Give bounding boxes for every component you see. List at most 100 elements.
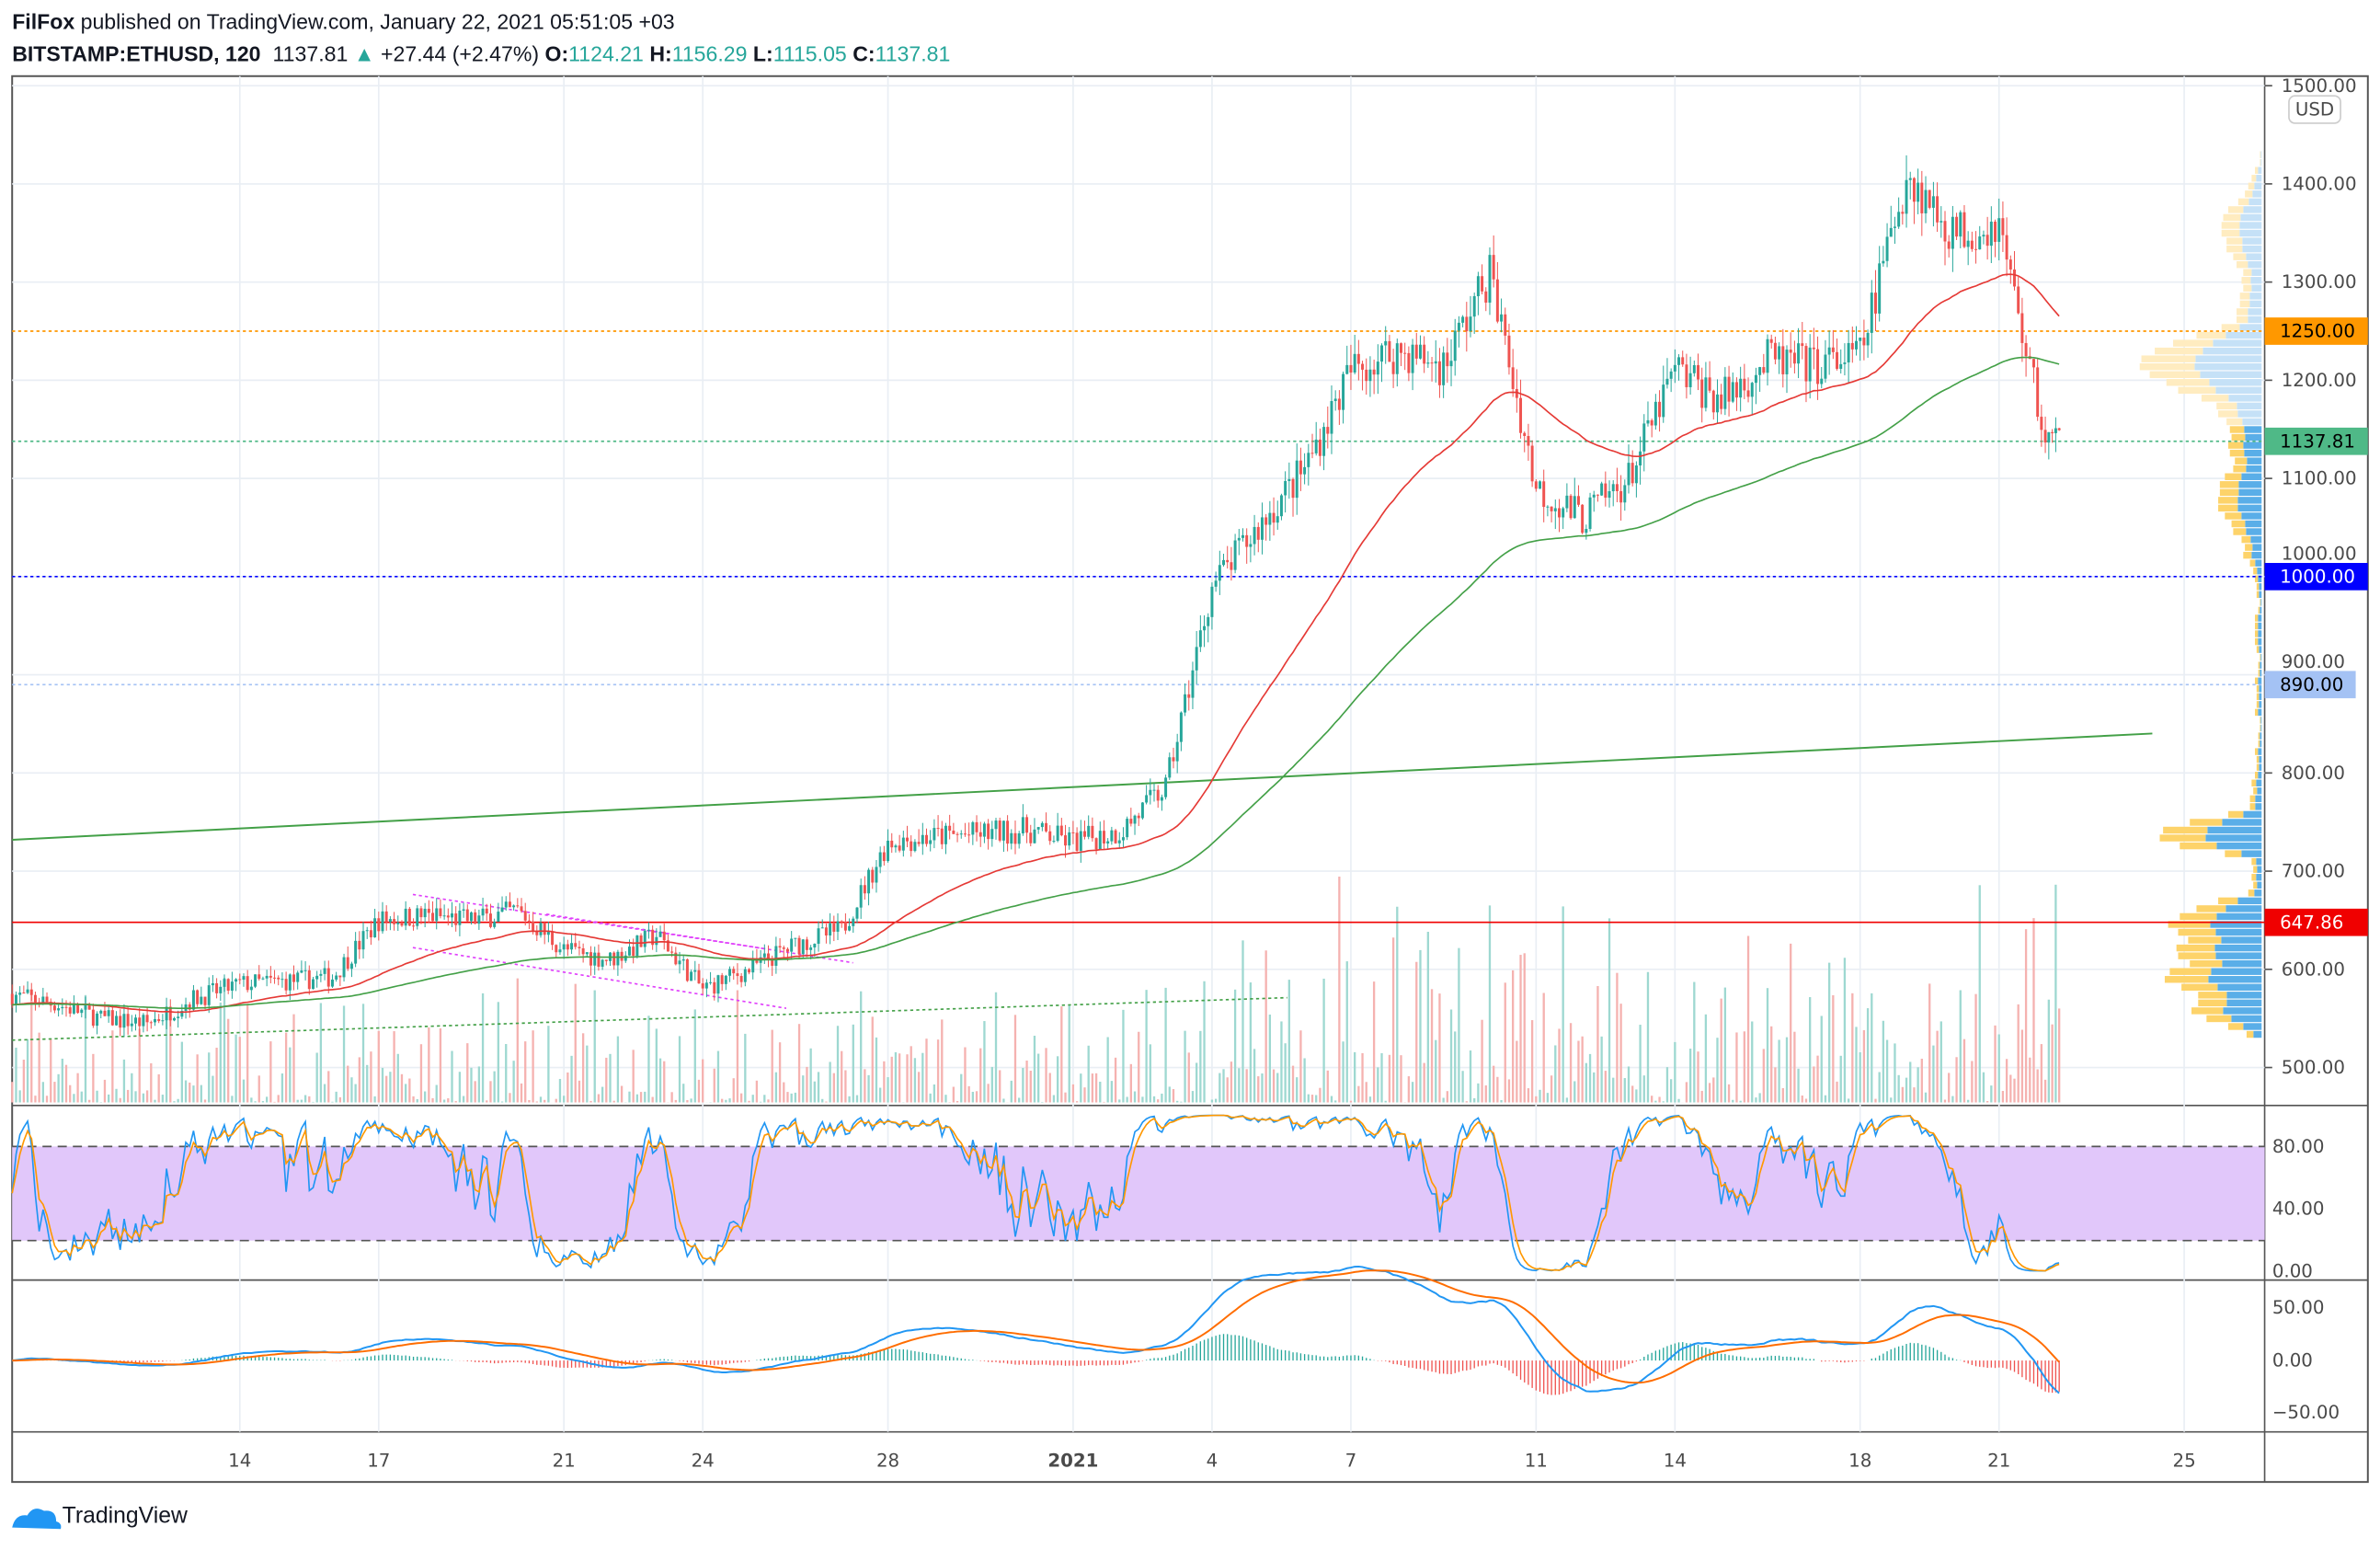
- price-tag-label: 1250.00: [2280, 321, 2355, 342]
- volume-bar: [2017, 1004, 2020, 1103]
- candle-body: [64, 1006, 68, 1008]
- volume-bar: [1296, 1077, 1299, 1103]
- volume-bar: [405, 1084, 407, 1103]
- volume-bar: [778, 1042, 782, 1103]
- volume-bar: [1087, 1045, 1090, 1103]
- candle-body: [1688, 373, 1692, 387]
- candle-body: [1769, 338, 1773, 343]
- channel-bottom[interactable]: [412, 947, 787, 1009]
- profile-up: [2254, 889, 2262, 897]
- candle-body: [1878, 263, 1882, 314]
- candle-body: [361, 931, 365, 950]
- volume-bar: [11, 1082, 14, 1103]
- candle-body: [1376, 361, 1379, 375]
- volume-bar: [1573, 1081, 1576, 1103]
- profile-down: [2233, 528, 2247, 535]
- candle-body: [848, 925, 852, 931]
- volume-bar: [1319, 1087, 1322, 1103]
- candle-body: [1762, 367, 1766, 373]
- candle-body: [1349, 364, 1353, 373]
- tradingview-logo[interactable]: TradingView: [12, 1504, 188, 1530]
- volume-bar: [682, 1084, 685, 1103]
- volume-bar: [1500, 1100, 1503, 1103]
- volume-bar: [1746, 935, 1750, 1103]
- candle-body: [1939, 221, 1943, 223]
- profile-up: [2258, 166, 2262, 174]
- profile-up: [2239, 222, 2262, 229]
- volume-bar: [894, 1051, 898, 1103]
- profile-down: [2249, 559, 2256, 567]
- volume-bar: [1257, 1076, 1260, 1103]
- candle-body: [555, 945, 558, 953]
- volume-bar: [1048, 1073, 1051, 1103]
- profile-up: [2251, 269, 2262, 276]
- candle-body: [261, 978, 265, 980]
- profile-down: [2249, 803, 2256, 810]
- brand-name: TradingView: [63, 1504, 188, 1529]
- candle-body: [300, 970, 303, 973]
- volume-bar: [1446, 1091, 1448, 1103]
- candle-body: [1299, 460, 1302, 475]
- volume-bar: [1951, 1096, 1954, 1103]
- profile-up: [2213, 339, 2262, 347]
- volume-bar: [1685, 1082, 1688, 1103]
- volume-bar: [1504, 982, 1506, 1103]
- volume-bar: [227, 1018, 230, 1103]
- time-axis[interactable]: 14 17 21 24 28 2021 4 7 11 14 18 21 25: [228, 1451, 2196, 1472]
- profile-down: [2227, 206, 2244, 213]
- horizontal-lines[interactable]: [12, 330, 2265, 924]
- volume-bar: [1133, 1091, 1137, 1103]
- candle-body: [1519, 397, 1523, 433]
- candle-body: [1342, 373, 1345, 410]
- candle-body: [138, 1017, 142, 1027]
- volume-bar: [2043, 1079, 2047, 1103]
- candle-body: [574, 943, 578, 947]
- trendline-long[interactable]: [12, 732, 2153, 841]
- candle-body: [1743, 378, 1746, 391]
- volume-bar: [1770, 1026, 1773, 1103]
- volume-bar: [315, 1052, 318, 1103]
- price-tick-label: 1200.00: [2282, 370, 2357, 391]
- profile-down: [2239, 293, 2250, 300]
- currency-button[interactable]: [2288, 95, 2341, 124]
- candle-body: [987, 823, 990, 840]
- profile-up: [2210, 921, 2262, 928]
- volume-bar: [189, 1082, 191, 1103]
- author[interactable]: FilFox: [12, 10, 74, 34]
- candle-body: [1989, 221, 1993, 247]
- volume-bar: [22, 1060, 26, 1103]
- profile-up: [2248, 308, 2262, 316]
- macd: [12, 1265, 2060, 1395]
- volume-bar: [832, 1073, 835, 1103]
- volume-bar: [716, 1050, 720, 1103]
- price-axis[interactable]: 1500.00 1400.00 1300.00 1200.00 1100.00 1000.…: [2264, 75, 2357, 1078]
- candle-body: [1727, 376, 1731, 402]
- volume-bar: [941, 1019, 944, 1103]
- volume-bar: [238, 1037, 241, 1103]
- volume-bar: [767, 1099, 770, 1103]
- profile-down: [2196, 331, 2226, 339]
- volume-bar: [1210, 1099, 1214, 1103]
- candle-body: [1214, 580, 1218, 587]
- profile-up: [2255, 559, 2262, 567]
- candle-body: [1801, 343, 1804, 347]
- volume-bar: [809, 1048, 812, 1103]
- volume-bar: [509, 1093, 511, 1103]
- trendline-dotted[interactable]: [12, 996, 1287, 1041]
- profile-down: [2180, 842, 2217, 850]
- profile-up: [2259, 646, 2262, 653]
- volume-bar: [269, 1041, 272, 1103]
- candle-body: [1036, 827, 1040, 830]
- volume-bar: [1253, 1049, 1256, 1103]
- profile-down: [2253, 568, 2258, 575]
- candle-body: [535, 930, 539, 935]
- volume-bar: [1419, 949, 1422, 1103]
- candle-body: [1098, 831, 1102, 850]
- candle-body: [635, 935, 639, 957]
- profile-down: [2235, 457, 2248, 465]
- candle-body: [423, 908, 427, 918]
- candle-body: [998, 820, 1001, 841]
- candle-body: [1778, 346, 1781, 360]
- candle-body: [500, 907, 504, 912]
